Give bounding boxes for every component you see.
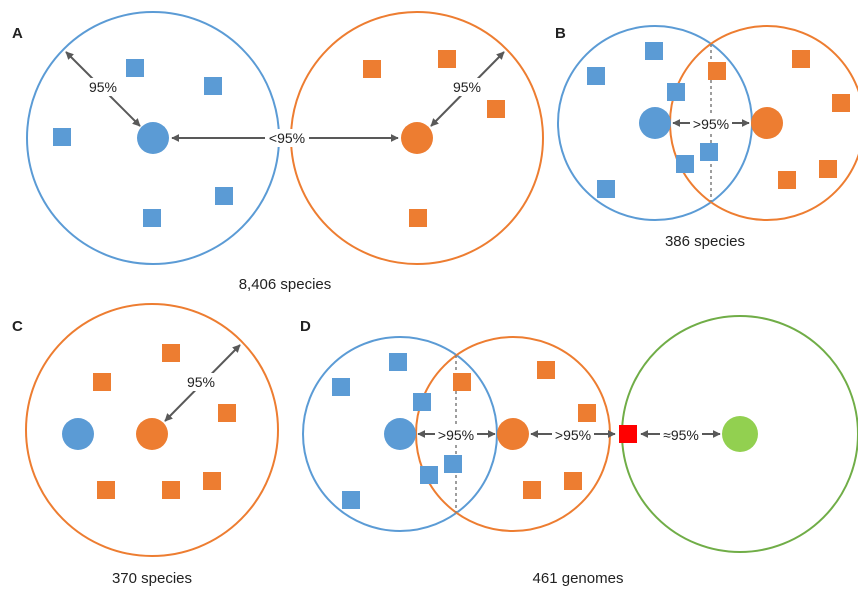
orange-genome-square [203,472,221,490]
panel-d-letter: D [300,318,311,335]
blue-representative-circle [384,418,416,450]
label-background [86,78,120,96]
blue-genome-square [420,466,438,484]
orange-genome-square [438,50,456,68]
blue-genome-square [204,77,222,95]
panel-c: C 95% 370 species [12,303,279,587]
orange-genome-square [97,481,115,499]
label-background [183,373,219,391]
blue-genome-square [413,393,431,411]
label-background [450,78,484,96]
panel-b: B >95% 386 species [555,25,858,250]
radius-label: 95% [453,79,481,95]
blue-genome-square [667,83,685,101]
blue-genome-square [53,128,71,146]
orange-genome-square [363,60,381,78]
blue-genome-square [143,209,161,227]
panel-c-letter: C [12,318,23,335]
orange-genome-square [162,481,180,499]
orange-genome-square [453,373,471,391]
green-representative-circle [722,416,758,452]
orange-genome-square [778,171,796,189]
blue-genome-square [389,353,407,371]
orange-genome-square [832,94,850,112]
orange-representative-circle [497,418,529,450]
panel-a-letter: A [12,25,23,42]
orange-genome-square [792,50,810,68]
label-background [552,426,594,444]
between-label: <95% [269,130,305,146]
panel-b-caption: 386 species [665,233,745,250]
blue-genome-square [126,59,144,77]
orange-genome-square [93,373,111,391]
panel-a: A 95% 95% <95% 8,406 species [12,11,544,293]
orange-genome-square [578,404,596,422]
between-label: ≈95% [663,427,699,443]
orange-representative-circle [751,107,783,139]
between-label: >95% [438,427,474,443]
between-label: >95% [693,116,729,132]
orange-genome-square [409,209,427,227]
orange-genome-square [537,361,555,379]
blue-representative-circle [137,122,169,154]
panel-d-caption: 461 genomes [533,570,624,587]
label-background [690,115,732,133]
blue-genome-square [645,42,663,60]
orange-genome-square [162,344,180,362]
panel-d: D >95% >95% ≈95% 461 genomes [300,315,858,587]
red-genome-square [619,425,637,443]
blue-genome-square [700,143,718,161]
orange-representative-circle [136,418,168,450]
blue-genome-square [587,67,605,85]
orange-genome-square [564,472,582,490]
label-background [435,426,477,444]
between-label: >95% [555,427,591,443]
label-background [660,426,702,444]
blue-genome-square [342,491,360,509]
panel-a-caption: 8,406 species [239,276,332,293]
label-background [265,129,309,147]
radius-label: 95% [89,79,117,95]
orange-species-circle [25,303,279,557]
blue-genome-square [597,180,615,198]
blue-genome-square [332,378,350,396]
blue-genome-square [444,455,462,473]
orange-genome-square [218,404,236,422]
orange-genome-square [487,100,505,118]
panel-c-caption: 370 species [112,570,192,587]
panel-b-letter: B [555,25,566,42]
orange-genome-square [523,481,541,499]
blue-genome-square [676,155,694,173]
orange-genome-square [708,62,726,80]
orange-genome-square [819,160,837,178]
blue-genome-square [215,187,233,205]
blue-representative-circle [639,107,671,139]
orange-representative-circle [401,122,433,154]
blue-representative-circle [62,418,94,450]
radius-label: 95% [187,374,215,390]
